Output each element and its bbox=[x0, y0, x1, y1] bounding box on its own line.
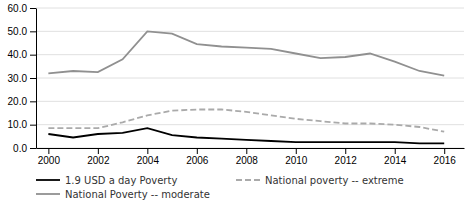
lines bbox=[48, 31, 444, 143]
y-tick-label: 60.0 bbox=[8, 3, 28, 14]
series-line bbox=[48, 128, 444, 143]
y-tick: 60.0 bbox=[8, 3, 36, 14]
y-tick: 30.0 bbox=[8, 73, 36, 84]
legend-swatch bbox=[236, 179, 260, 181]
grid-line bbox=[36, 148, 464, 149]
y-tick-mark bbox=[30, 148, 36, 149]
x-tick: 2008 bbox=[236, 148, 259, 166]
x-tick-mark bbox=[395, 148, 396, 154]
y-tick: 0.0 bbox=[13, 143, 36, 154]
plot: 2000 2002 2004 2006 2008 2010 2012 2014 2016 0.0 1… bbox=[8, 3, 465, 166]
grid-line bbox=[36, 101, 464, 102]
x-tick-label: 2012 bbox=[335, 155, 358, 166]
x-tick: 2014 bbox=[384, 148, 407, 166]
y-tick-label: 40.0 bbox=[8, 49, 28, 60]
x-tick-mark bbox=[147, 148, 148, 154]
x-axis: 2000 2002 2004 2006 2008 2010 2012 2014 2016 bbox=[37, 148, 465, 166]
grid bbox=[36, 8, 464, 148]
y-tick-label: 30.0 bbox=[8, 73, 28, 84]
x-tick-mark bbox=[197, 148, 198, 154]
series-line bbox=[48, 31, 444, 75]
x-tick: 2010 bbox=[285, 148, 308, 166]
x-tick-mark bbox=[98, 148, 99, 154]
y-tick: 50.0 bbox=[8, 26, 36, 37]
legend: 1.9 USD a day Poverty National poverty --… bbox=[36, 175, 404, 200]
y-tick-mark bbox=[30, 31, 36, 32]
grid-line bbox=[36, 78, 464, 79]
x-tick-label: 2002 bbox=[87, 155, 110, 166]
x-tick: 2000 bbox=[38, 148, 61, 166]
y-tick-mark bbox=[30, 8, 36, 9]
x-tick-mark bbox=[296, 148, 297, 154]
x-tick-label: 2010 bbox=[285, 155, 308, 166]
x-tick: 2016 bbox=[434, 148, 457, 166]
x-tick: 2002 bbox=[87, 148, 110, 166]
legend-swatch bbox=[36, 179, 60, 181]
x-axis-line bbox=[37, 148, 465, 149]
y-tick-mark bbox=[30, 55, 36, 56]
y-tick: 10.0 bbox=[8, 119, 36, 130]
x-tick-label: 2004 bbox=[137, 155, 160, 166]
grid-line bbox=[36, 54, 464, 55]
y-tick: 20.0 bbox=[8, 96, 36, 107]
y-tick-label: 0.0 bbox=[13, 143, 27, 154]
y-axis-line bbox=[36, 9, 37, 149]
chart: 2000 2002 2004 2006 2008 2010 2012 2014 2016 0.0 1… bbox=[0, 0, 474, 206]
y-tick-mark bbox=[30, 101, 36, 102]
legend-swatch bbox=[36, 193, 60, 195]
legend-label: 1.9 USD a day Poverty bbox=[65, 175, 177, 186]
x-tick-label: 2016 bbox=[434, 155, 457, 166]
x-tick-label: 2000 bbox=[38, 155, 61, 166]
grid-line bbox=[36, 8, 464, 9]
x-tick-mark bbox=[345, 148, 346, 154]
x-tick-label: 2008 bbox=[236, 155, 259, 166]
y-tick-mark bbox=[30, 78, 36, 79]
x-tick-mark bbox=[444, 148, 445, 154]
y-tick-label: 20.0 bbox=[8, 96, 28, 107]
x-tick: 2012 bbox=[335, 148, 358, 166]
x-tick-label: 2014 bbox=[384, 155, 407, 166]
legend-item: National Poverty -- moderate bbox=[36, 189, 210, 200]
x-tick: 2004 bbox=[137, 148, 160, 166]
y-tick-label: 10.0 bbox=[8, 119, 28, 130]
y-tick-label: 50.0 bbox=[8, 26, 28, 37]
series-line bbox=[48, 110, 444, 132]
legend-label: National Poverty -- moderate bbox=[65, 189, 210, 200]
legend-item: National poverty -- extreme bbox=[236, 175, 404, 186]
grid-line bbox=[36, 31, 464, 32]
x-tick-mark bbox=[48, 148, 49, 154]
x-tick-mark bbox=[246, 148, 247, 154]
y-tick: 40.0 bbox=[8, 49, 36, 60]
x-tick-label: 2006 bbox=[186, 155, 209, 166]
legend-label: National poverty -- extreme bbox=[265, 175, 404, 186]
y-axis: 0.0 10.0 20.0 30.0 40.0 50.0 60.0 bbox=[8, 3, 37, 154]
x-tick: 2006 bbox=[186, 148, 209, 166]
y-tick-mark bbox=[30, 125, 36, 126]
legend-item: 1.9 USD a day Poverty bbox=[36, 175, 177, 186]
